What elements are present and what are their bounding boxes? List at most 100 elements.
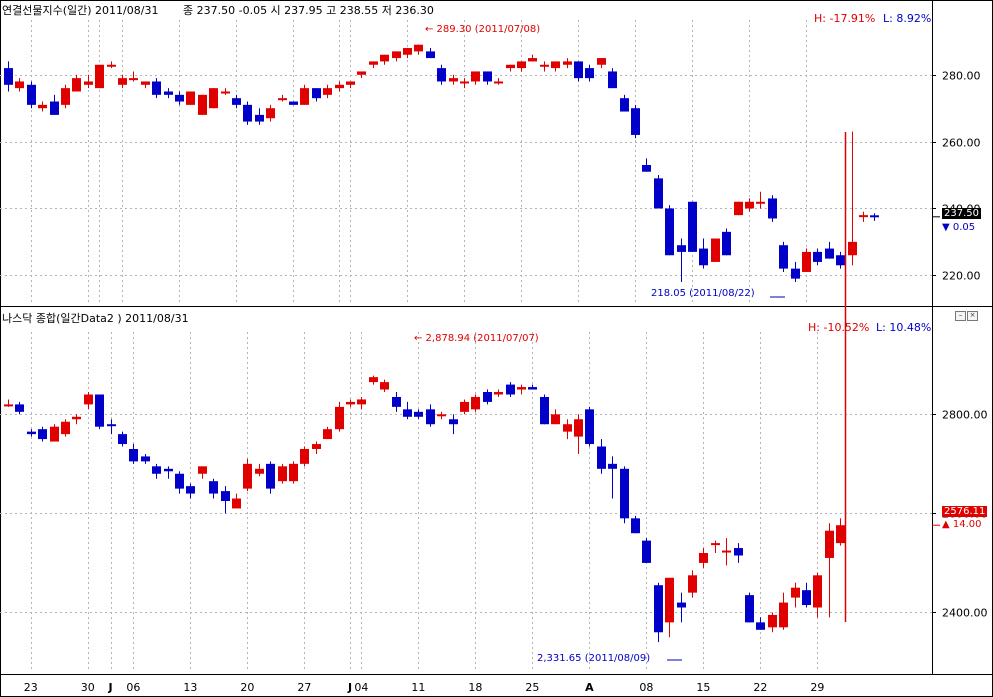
p2-candle-body [129,448,138,462]
nasdaq-panel[interactable]: 2400.002600.002800.002330J06132027J04111… [0,332,988,694]
p1-candle-body [129,78,138,81]
p1-candle-body [620,98,629,112]
p1-candle-body [449,78,458,82]
p2-candle-body [312,444,321,449]
panel2-low-pct: L: 10.48% [876,321,932,334]
panel2-minimize-button[interactable]: – [955,311,966,321]
p2-candle-body [414,411,423,417]
p2-candle-body [107,424,116,427]
p1-candle-body [836,255,845,266]
p2-candle-body [756,622,765,630]
p1-candle-body [243,104,252,122]
p1-candle-body [15,81,24,89]
p1-candle-body [4,68,13,85]
p1-candle-body [414,44,423,52]
p1-candle-body [585,68,594,79]
p2-candle-body [266,463,275,489]
p2-candle-body [506,384,515,395]
p1-candle-body [722,231,731,256]
p1-candle-body [756,201,765,204]
panel2-high-pct: H: -10.52% [808,321,870,334]
p2-candle-body [574,419,583,437]
x-axis-label: 15 [696,681,710,694]
p1-candle-body [323,88,332,95]
p2-candle-body [688,575,697,593]
p1-candle-body [232,98,241,105]
x-axis-label: 08 [639,681,653,694]
p1-candle-body [540,64,549,67]
p2-candle-body [825,530,834,558]
panel2-title: 나스닥 종합(일간Data2 ) 2011/08/31 [2,312,189,325]
p2-candle-body [335,406,344,430]
p2-candle-body [620,468,629,519]
p2-candle-body [380,382,389,390]
p1-candle-body [61,88,70,105]
p1-candle-body [95,64,104,89]
p1-candle-body [164,91,173,95]
x-axis-label: 13 [183,681,197,694]
p1-candle-body [266,108,275,119]
panel1-high-pct: H: -17.91% [814,12,876,25]
p1-candle-body [677,245,686,252]
p2-candle-body [779,602,788,628]
panel2-last-price: 2576.11 [942,506,988,517]
p1-candle-body [494,81,503,84]
p1-candle-body [186,91,195,105]
p2-candle-body [38,429,47,440]
p2-candle-body [654,585,663,633]
p2-candle-body [597,446,606,469]
p2-candle-body [300,448,309,464]
p1-candle-body [848,241,857,256]
p1-candle-body [551,61,560,69]
p1-candle-body [369,61,378,65]
panel1-low-annotation: 218.05 (2011/08/22) [651,288,755,299]
p1-candle-body [768,198,777,219]
p1-candle-body [734,201,743,216]
p1-candle-body [312,88,321,99]
p2-candle-body [460,401,469,412]
panel2-close-button[interactable]: × [967,311,978,321]
p2-candle-body [768,614,777,628]
p2-ytick-label: 2800.00 [942,409,988,422]
p1-candle-body [300,88,309,105]
p2-candle-body [84,394,93,405]
p1-ytick-label: 260.00 [942,137,981,150]
p1-candle-body [209,88,218,109]
x-axis-label: 18 [468,681,482,694]
p2-candle-body [734,548,743,556]
x-axis-label: 20 [240,681,254,694]
p2-candle-body [642,540,651,563]
p2-candle-body [802,590,811,606]
panel2-change: ▲ 14.00 [942,519,982,530]
p1-candle-body [506,64,515,69]
x-axis-label: J [347,681,352,694]
p2-candle-body [357,399,366,405]
x-axis-label: 23 [24,681,38,694]
p1-candle-body [791,268,800,279]
p1-candle-body [289,101,298,105]
overlay-layer [667,132,940,661]
p1-candle-body [380,54,389,62]
x-axis-label: A [585,681,594,694]
x-axis-label: 25 [525,681,539,694]
p1-candle-body [654,178,663,209]
p2-candle-body [528,387,537,390]
p2-candle-body [791,587,800,598]
p2-candle-body [585,409,594,445]
p2-candle-body [27,431,36,435]
p2-candle-body [243,463,252,489]
p1-candle-body [27,84,36,105]
p1-candle-body [688,201,697,252]
p2-candle-body [289,463,298,482]
panel1-high-annotation: ← 289.30 (2011/07/08) [425,24,541,35]
p2-candle-body [369,377,378,383]
p1-candle-body [141,81,150,85]
p1-candle-body [813,251,822,262]
p1-candle-body [608,71,617,89]
p2-candle-body [164,468,173,472]
p2-candle-body [517,387,526,390]
p1-candle-body [779,245,788,269]
